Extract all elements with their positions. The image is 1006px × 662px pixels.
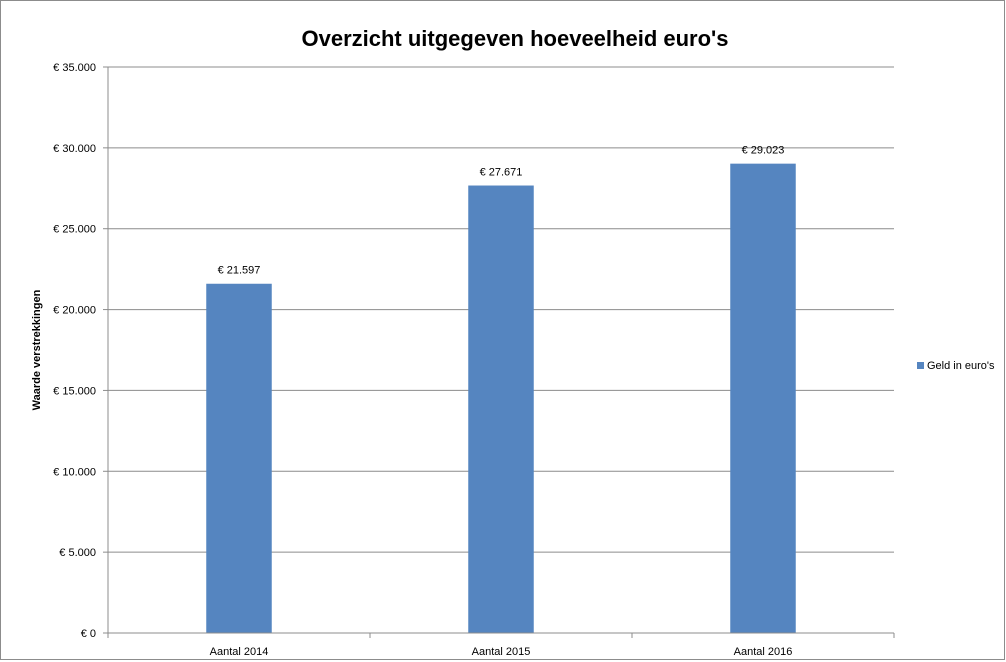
data-labels: € 21.597 € 27.671 € 29.023	[218, 145, 785, 277]
chart-title: Overzicht uitgegeven hoeveelheid euro's	[301, 26, 728, 51]
y-tick-label: € 0	[81, 628, 96, 640]
bars	[206, 163, 796, 634]
x-category-label: Aantal 2016	[734, 646, 793, 658]
legend-swatch	[917, 362, 924, 369]
bar	[206, 283, 272, 633]
bar	[730, 163, 796, 634]
y-axis-label: Waarde verstrekkingen	[31, 289, 43, 410]
y-axis-ticks: € 0 € 5.000 € 10.000 € 15.000 € 20.000 € 25.0…	[53, 62, 108, 640]
data-label: € 29.023	[742, 145, 785, 157]
axes	[107, 67, 894, 634]
y-tick-label: € 20.000	[53, 305, 96, 317]
bar	[468, 185, 534, 634]
y-tick-label: € 10.000	[53, 466, 96, 478]
y-tick-label: € 5.000	[59, 547, 96, 559]
x-category-label: Aantal 2014	[210, 646, 269, 658]
y-tick-label: € 30.000	[53, 143, 96, 155]
x-category-label: Aantal 2015	[472, 646, 531, 658]
legend-label: Geld in euro's	[927, 360, 995, 372]
data-label: € 27.671	[480, 167, 523, 179]
y-tick-label: € 25.000	[53, 224, 96, 236]
x-axis-categories: Aantal 2014 Aantal 2015 Aantal 2016	[107, 633, 895, 658]
y-tick-label: € 15.000	[53, 385, 96, 397]
data-label: € 21.597	[218, 265, 261, 277]
y-tick-label: € 35.000	[53, 62, 96, 74]
legend: Geld in euro's	[917, 360, 995, 372]
